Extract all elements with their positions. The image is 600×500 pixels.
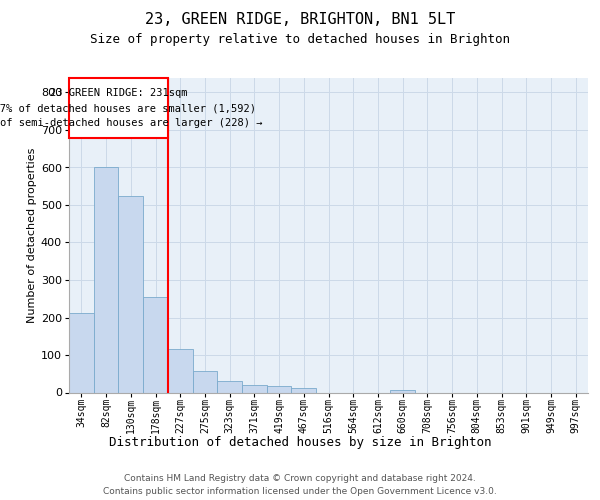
Bar [118,196,143,392]
Bar [69,312,94,392]
Bar [390,390,415,392]
Text: 23, GREEN RIDGE, BRIGHTON, BN1 5LT: 23, GREEN RIDGE, BRIGHTON, BN1 5LT [145,12,455,28]
Bar [267,386,292,392]
Bar [292,388,316,392]
Bar [217,380,242,392]
Bar [143,297,168,392]
Bar [242,385,267,392]
Text: Contains HM Land Registry data © Crown copyright and database right 2024.: Contains HM Land Registry data © Crown c… [124,474,476,483]
FancyBboxPatch shape [69,78,168,138]
Bar [168,350,193,393]
Bar [193,371,217,392]
Y-axis label: Number of detached properties: Number of detached properties [27,148,37,322]
Bar [94,168,118,392]
Text: Distribution of detached houses by size in Brighton: Distribution of detached houses by size … [109,436,491,449]
Text: Size of property relative to detached houses in Brighton: Size of property relative to detached ho… [90,32,510,46]
Text: Contains public sector information licensed under the Open Government Licence v3: Contains public sector information licen… [103,488,497,496]
Text: 23 GREEN RIDGE: 231sqm
← 87% of detached houses are smaller (1,592)
12% of semi-: 23 GREEN RIDGE: 231sqm ← 87% of detached… [0,88,262,128]
